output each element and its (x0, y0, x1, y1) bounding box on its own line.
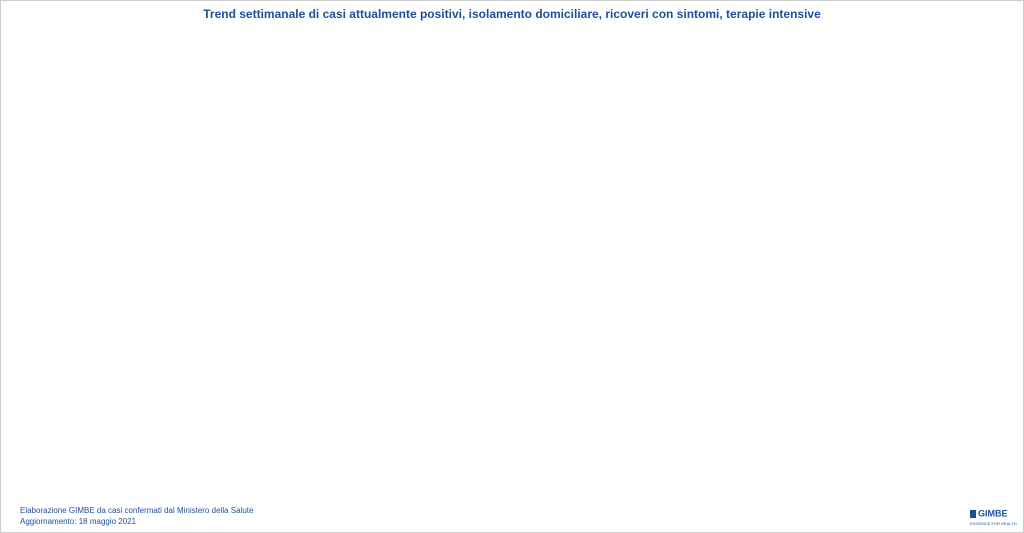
logo-name: GIMBE (978, 508, 1008, 518)
logo-tagline: EVIDENCE FOR HEALTH (970, 521, 1017, 526)
source-note: Elaborazione GIMBE da casi confermati da… (20, 506, 254, 515)
update-note: Aggiornamento: 18 maggio 2021 (20, 517, 137, 526)
page-title: Trend settimanale di casi attualmente po… (203, 7, 821, 21)
logo-icon (970, 510, 976, 518)
